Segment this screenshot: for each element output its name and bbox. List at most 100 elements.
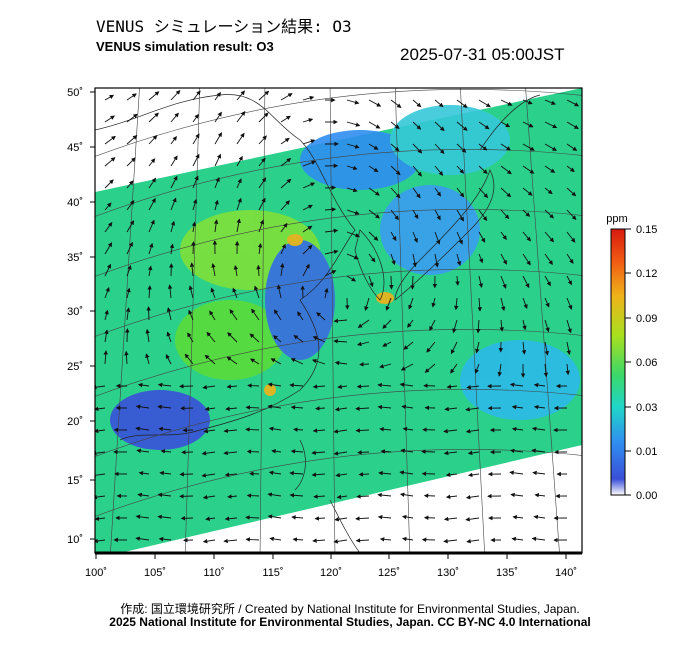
wind-vector-arrow xyxy=(356,384,370,389)
wind-vector-arrow xyxy=(292,537,304,542)
wind-vector-arrow xyxy=(245,537,260,542)
wind-vector-arrow xyxy=(211,263,216,277)
wind-vector-arrow xyxy=(147,265,153,277)
wind-vector-arrow xyxy=(378,470,392,476)
wind-vector-arrow xyxy=(204,354,216,365)
wind-vector-arrow xyxy=(468,472,480,478)
wind-vector-arrow xyxy=(290,449,304,454)
lon-tick-label: 125˚ xyxy=(378,567,400,579)
wind-vector-arrow xyxy=(389,275,394,290)
wind-vector-arrow xyxy=(170,155,178,167)
wind-vector-arrow xyxy=(135,536,150,541)
wind-vector-arrow xyxy=(95,384,106,390)
graticule xyxy=(95,88,582,553)
wind-vector-arrow xyxy=(522,187,533,196)
wind-vector-arrow xyxy=(566,99,580,107)
wind-vector-arrow xyxy=(148,91,160,101)
wind-vector-arrow xyxy=(402,536,414,542)
colorbar-label: 0.03 xyxy=(636,402,657,414)
wind-vector-field xyxy=(95,90,580,544)
wind-vector-arrow xyxy=(148,242,154,255)
wind-vector-arrow xyxy=(544,231,555,243)
wind-vector-arrow xyxy=(158,536,172,542)
wind-vector-arrow xyxy=(124,350,129,365)
wind-vector-arrow xyxy=(258,135,267,145)
wind-vector-arrow xyxy=(444,406,458,412)
wind-vector-arrow xyxy=(236,90,245,101)
wind-vector-arrow xyxy=(407,319,414,328)
wind-vector-arrow xyxy=(187,332,194,343)
wind-vector-arrow xyxy=(289,471,304,476)
wind-vector-arrow xyxy=(456,253,462,266)
wind-vector-arrow xyxy=(201,451,216,456)
wind-vector-arrow xyxy=(412,165,422,177)
wind-vector-arrow xyxy=(522,165,535,174)
lon-tick-label: 135˚ xyxy=(496,567,518,579)
wind-vector-arrow xyxy=(157,514,172,520)
wind-vector-arrow xyxy=(434,209,441,221)
wind-vector-arrow xyxy=(434,143,445,155)
wind-vector-arrow xyxy=(267,514,282,519)
wind-vector-arrow xyxy=(166,331,172,343)
wind-vector-arrow xyxy=(531,448,546,454)
wind-vector-arrow xyxy=(204,406,216,412)
wind-vector-arrow xyxy=(522,121,534,128)
map-title-english: VENUS simulation result: O3 xyxy=(96,39,274,54)
wind-vector-arrow xyxy=(412,121,422,130)
wind-vector-arrow xyxy=(566,209,577,221)
wind-vector-arrow xyxy=(246,449,260,454)
wind-vector-arrow xyxy=(95,472,106,478)
wind-vector-arrow xyxy=(565,363,570,376)
wind-vector-arrow xyxy=(312,384,326,389)
wind-vector-arrow xyxy=(290,358,304,365)
wind-vector-arrow xyxy=(511,426,524,432)
wind-vector-arrow xyxy=(316,312,326,321)
wind-vector-arrow xyxy=(357,341,370,347)
wind-vector-arrow xyxy=(355,538,370,543)
wind-vector-arrow xyxy=(236,155,243,167)
wind-vector-arrow xyxy=(368,209,380,219)
wind-vector-arrow xyxy=(214,153,221,167)
wind-vector-arrow xyxy=(566,165,575,173)
wind-vector-arrow xyxy=(390,165,401,176)
wind-vector-arrow xyxy=(429,319,436,332)
wind-vector-arrow xyxy=(390,209,399,221)
wind-vector-arrow xyxy=(148,197,156,211)
wind-vector-arrow xyxy=(280,158,292,167)
wind-vector-arrow xyxy=(258,90,270,101)
wind-vector-arrow xyxy=(390,231,397,242)
wind-vector-arrow xyxy=(213,219,219,233)
wind-vector-arrow xyxy=(478,165,488,175)
wind-vector-arrow xyxy=(475,341,480,354)
wind-vector-arrow xyxy=(368,165,379,173)
lon-tick-label: 105˚ xyxy=(144,567,166,579)
wind-vector-arrow xyxy=(346,187,358,193)
wind-vector-arrow xyxy=(236,110,246,123)
wind-vector-arrow xyxy=(400,363,414,371)
wind-vector-arrow xyxy=(566,341,571,355)
wind-vector-arrow xyxy=(522,319,527,331)
wind-vector-arrow xyxy=(157,492,172,498)
wind-vector-arrow xyxy=(412,253,417,268)
wind-vector-arrow xyxy=(214,177,220,189)
wind-vector-arrow xyxy=(103,350,108,365)
wind-vector-arrow xyxy=(434,231,441,245)
wind-vector-arrow xyxy=(227,332,238,343)
wind-vector-arrow xyxy=(403,341,414,350)
wind-vector-arrow xyxy=(312,336,326,343)
wind-vector-arrow xyxy=(377,492,392,498)
wind-vector-arrow xyxy=(267,382,282,387)
wind-vector-arrow xyxy=(104,202,112,211)
wind-vector-arrow xyxy=(346,121,361,127)
wind-vector-arrow xyxy=(368,231,379,241)
wind-vector-arrow xyxy=(236,197,242,211)
wind-vector-arrow xyxy=(333,539,348,544)
wind-vector-arrow xyxy=(254,285,260,299)
wind-vector-arrow xyxy=(270,358,282,365)
wind-vector-arrow xyxy=(500,231,507,241)
wind-vector-arrow xyxy=(357,319,370,328)
wind-vector-arrow xyxy=(223,538,238,544)
wind-vector-arrow xyxy=(125,307,131,321)
wind-vector-arrow xyxy=(476,319,481,334)
colorbar-label: 0.09 xyxy=(636,313,657,325)
